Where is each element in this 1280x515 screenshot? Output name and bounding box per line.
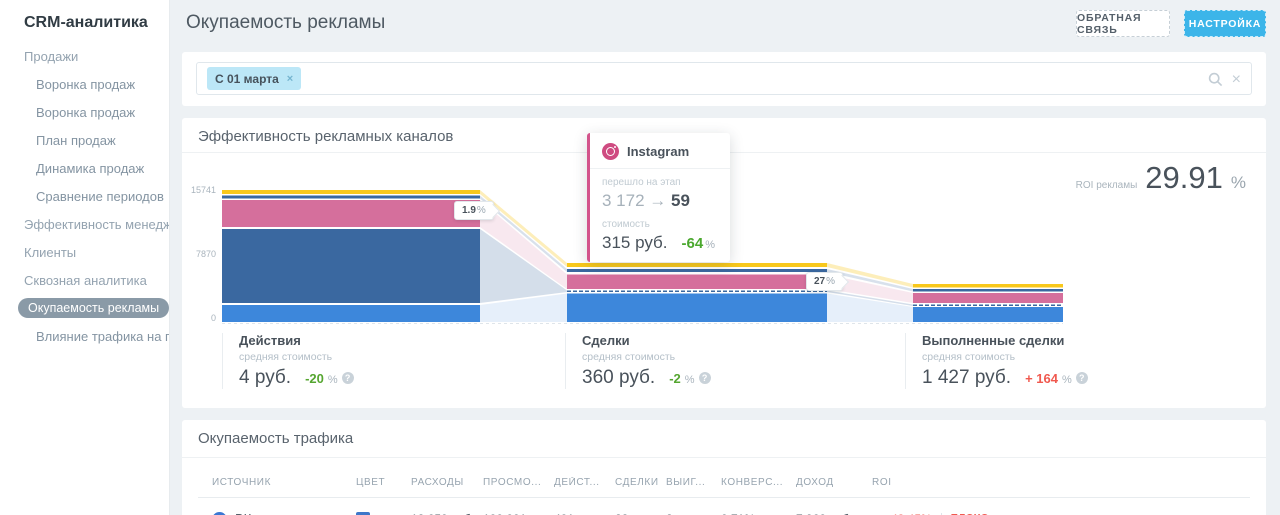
- traffic-section-title: Окупаемость трафика: [198, 430, 354, 447]
- sidebar-item[interactable]: Окупаемость рекламы: [0, 294, 169, 322]
- column-deals[interactable]: СДЕЛКИ: [615, 477, 659, 488]
- cell-deals: 22: [615, 512, 666, 515]
- tooltip-source: Instagram: [627, 144, 690, 159]
- column-source[interactable]: ИСТОЧНИК: [212, 477, 271, 488]
- stage-stat-won-deals: Выполненные сделки средняя стоимость 1 4…: [905, 333, 1205, 389]
- column-roi[interactable]: ROI: [872, 477, 892, 488]
- help-icon[interactable]: [1075, 372, 1088, 384]
- sidebar-item[interactable]: Воронка продаж: [36, 104, 136, 120]
- funnel-conversion-badge: 27%: [806, 272, 844, 291]
- page-title: Окупаемость рекламы: [186, 12, 386, 33]
- funnel-conversion-badge: 1.9%: [454, 201, 494, 220]
- cell-conversion: 0.71%: [721, 512, 796, 515]
- arrow-right-icon: →: [649, 191, 667, 210]
- y-axis-tick: 7870: [195, 249, 216, 259]
- filter-clear-icon[interactable]: ×: [1231, 70, 1241, 88]
- cell-actions: 401: [554, 512, 615, 515]
- stage-stat-actions: Действия средняя стоимость 4 руб. -20 %: [222, 333, 522, 389]
- sidebar-menu: Продажи Воронка продаж Воронка продаж План …: [0, 42, 169, 350]
- column-conversion[interactable]: КОНВЕРС...: [721, 477, 784, 488]
- feedback-button[interactable]: ОБРАТНАЯ СВЯЗЬ: [1076, 10, 1170, 37]
- sidebar: CRM-аналитика Продажи Воронка продаж Ворон…: [0, 0, 170, 515]
- channel-tooltip: Instagram перешло на этап 3 172 → 59 сто…: [587, 133, 730, 262]
- cell-expenses: 12 650 руб.: [411, 512, 483, 515]
- settings-button[interactable]: НАСТРОЙКА: [1184, 10, 1266, 37]
- sidebar-item[interactable]: Сквозная аналитика: [24, 272, 147, 288]
- filter-tag-date[interactable]: С 01 марта ×: [207, 67, 302, 90]
- color-chip[interactable]: [356, 512, 370, 515]
- help-icon[interactable]: [698, 372, 711, 384]
- roi-summary: ROI рекламы 29.91 %: [1076, 160, 1246, 196]
- sidebar-item[interactable]: Клиенты: [24, 244, 77, 260]
- tooltip-cost-values: 315 руб. -64 %: [602, 233, 715, 252]
- table-row: ВК ВКонтакте 12 650 руб. 100 001 401 22 …: [198, 499, 1250, 515]
- filter-tag-label: С 01 марта: [215, 71, 279, 86]
- sidebar-item[interactable]: Продажи: [24, 48, 79, 64]
- filter-tag-remove-icon[interactable]: ×: [286, 72, 294, 85]
- roi-status-link[interactable]: ПЛОХО: [951, 513, 989, 515]
- y-axis-tick: 0: [210, 313, 216, 323]
- tooltip-transition-values: 3 172 → 59: [602, 191, 690, 210]
- sidebar-item[interactable]: Динамика продаж: [36, 160, 145, 176]
- search-icon[interactable]: [1208, 72, 1223, 87]
- column-views[interactable]: ПРОСМО...: [483, 477, 542, 488]
- tooltip-transition-label: перешло на этап: [602, 177, 681, 188]
- table-header: ИСТОЧНИК ЦВЕТ РАСХОДЫ ПРОСМО... ДЕЙСТ...…: [198, 468, 1250, 498]
- stage-stat-deals: Сделки средняя стоимость 360 руб. -2 %: [565, 333, 865, 389]
- roi-label: ROI рекламы: [1075, 180, 1138, 191]
- y-axis-tick: 15741: [190, 185, 216, 195]
- cell-won: 2: [666, 512, 721, 515]
- source-link[interactable]: ВКонтакте: [235, 511, 298, 515]
- channels-section-title: Эффективность рекламных каналов: [198, 128, 454, 145]
- column-won[interactable]: ВЫИГ...: [666, 477, 706, 488]
- sidebar-item[interactable]: Эффективность менеджер...: [24, 216, 169, 232]
- column-color[interactable]: ЦВЕТ: [356, 477, 386, 488]
- sidebar-item[interactable]: План продаж: [36, 132, 116, 148]
- roi-value: 29.91: [1145, 160, 1223, 195]
- cell-income: 7 960 руб.: [796, 512, 872, 515]
- cell-views: 100 001: [483, 512, 554, 515]
- instagram-icon: [602, 143, 619, 160]
- traffic-card: Окупаемость трафика ИСТОЧНИК ЦВЕТ РАСХОД…: [182, 420, 1266, 515]
- roi-unit: %: [1230, 173, 1246, 192]
- filter-input[interactable]: С 01 марта × ×: [196, 62, 1252, 95]
- funnel-chart[interactable]: [182, 118, 1266, 408]
- channels-card: Эффективность рекламных каналов ROI рекл…: [182, 118, 1266, 408]
- divider: [182, 457, 1266, 458]
- column-expenses[interactable]: РАСХОДЫ: [411, 477, 464, 488]
- filter-card: С 01 марта × ×: [182, 52, 1266, 106]
- tooltip-cost-label: стоимость: [602, 219, 650, 230]
- help-icon[interactable]: [341, 372, 354, 384]
- sidebar-item[interactable]: Воронка продаж: [36, 76, 136, 92]
- app-title: CRM-аналитика: [24, 14, 148, 31]
- column-income[interactable]: ДОХОД: [796, 477, 834, 488]
- column-actions[interactable]: ДЕЙСТ...: [554, 477, 600, 488]
- sidebar-item[interactable]: Влияние трафика на пр...: [36, 328, 169, 344]
- sidebar-item[interactable]: Сравнение периодов: [36, 188, 164, 204]
- divider: [940, 513, 942, 515]
- vk-icon: ВК: [212, 511, 227, 515]
- cell-roi: -43.45% ПЛОХО: [872, 512, 1250, 515]
